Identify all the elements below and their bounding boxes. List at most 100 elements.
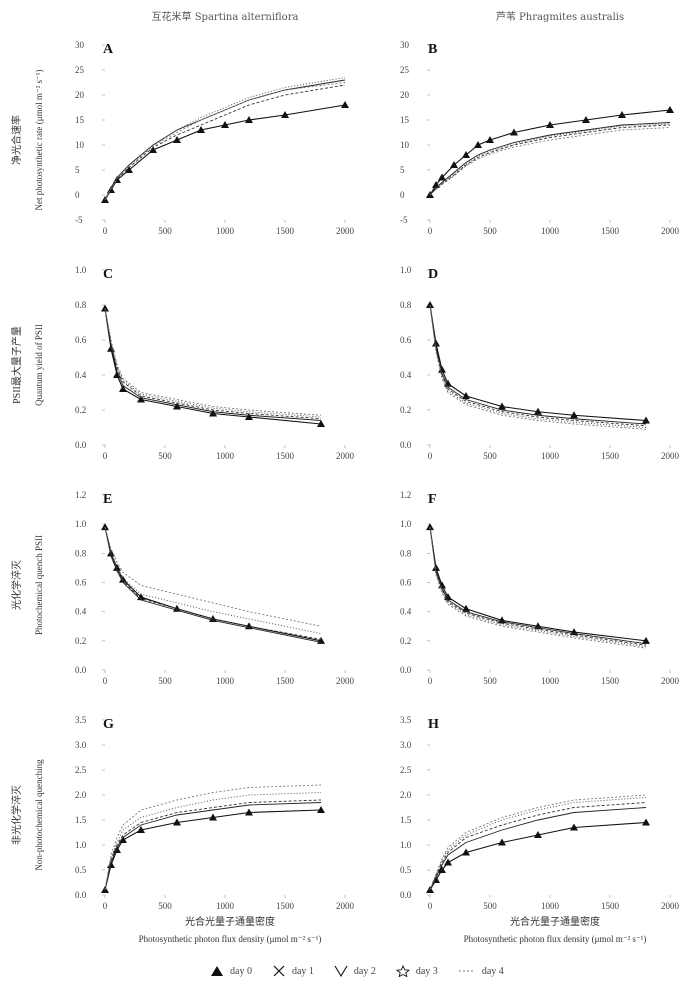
x-tick-label: 1000 xyxy=(216,901,235,911)
star-icon xyxy=(395,965,410,977)
y-tick-label: 0.8 xyxy=(75,548,87,558)
y-tick-label: 0.6 xyxy=(75,578,87,588)
x-tick-label: 500 xyxy=(158,901,172,911)
x-tick-label: 1000 xyxy=(216,676,235,686)
point-day-0 xyxy=(444,858,452,866)
point-day-0 xyxy=(173,136,181,143)
series-day-3 xyxy=(104,308,322,418)
point-day-0 xyxy=(101,523,109,531)
point-day-0 xyxy=(245,808,253,816)
series-day-2 xyxy=(429,802,647,891)
point-day-0 xyxy=(426,523,434,531)
y-tick-label: 25 xyxy=(75,65,85,75)
y-tick-label: 0.2 xyxy=(400,405,411,415)
point-day-0 xyxy=(498,838,506,846)
x-tick-label: 0 xyxy=(103,226,108,236)
panel-a: A -5 0 5 10 15 20 25 30 0 500 1000 1500 2000 xyxy=(75,40,355,236)
series-day-3 xyxy=(104,792,322,891)
point-day-0 xyxy=(570,823,578,831)
point-day-0 xyxy=(125,166,133,173)
y-tick-label: 0.0 xyxy=(75,665,87,675)
series-day-2 xyxy=(104,799,322,891)
y-tick-label: 0.5 xyxy=(75,865,87,875)
point-day-0 xyxy=(462,151,470,158)
point-day-0 xyxy=(438,173,446,181)
point-day-0 xyxy=(486,136,494,143)
x-tick-label: 1500 xyxy=(276,226,295,236)
series-day-4 xyxy=(104,308,322,416)
x-tick-label: 2000 xyxy=(661,676,680,686)
series-day-2 xyxy=(429,124,671,196)
y-tick-label: -5 xyxy=(400,215,408,225)
y-tick-label: 20 xyxy=(75,90,85,100)
panel-letter: B xyxy=(428,42,437,57)
point-day-0 xyxy=(666,106,674,113)
y-tick-label: 3.5 xyxy=(75,715,87,725)
series-day-3 xyxy=(104,526,322,634)
y-tick-label: 0.6 xyxy=(75,335,87,345)
y-tick-label: 0.0 xyxy=(400,440,412,450)
y-tick-label: 1.5 xyxy=(400,815,412,825)
series-day-4 xyxy=(429,527,647,649)
x-tick-label: 1000 xyxy=(216,226,235,236)
series-day-1 xyxy=(104,526,322,643)
y-tick-label: 5 xyxy=(75,165,80,175)
x-tick-label: 1500 xyxy=(601,901,620,911)
point-day-0 xyxy=(462,392,470,399)
series-day-2 xyxy=(104,84,346,201)
y-tick-label: 15 xyxy=(75,115,85,125)
y-tick-label: 1.0 xyxy=(75,519,87,529)
series-day-4 xyxy=(104,526,322,627)
point-day-0 xyxy=(474,141,482,148)
point-day-0 xyxy=(173,818,181,826)
y-tick-label: 1.0 xyxy=(75,840,87,850)
x-label-left-en: Photosynthetic photon flux density (μmol… xyxy=(139,934,322,944)
row-label-4-cn: 非光化学淬灭 xyxy=(10,785,23,845)
legend-label: day 1 xyxy=(291,965,314,977)
point-day-0 xyxy=(642,818,650,826)
panel-letter: G xyxy=(103,717,114,732)
panel-e: E 0.0 0.2 0.4 0.6 0.8 1.0 1.2 0 500 1000 1500 2000 xyxy=(75,490,355,686)
y-tick-label: 0.4 xyxy=(400,607,412,617)
legend-label: day 4 xyxy=(481,965,504,977)
x-mark-icon xyxy=(273,965,285,977)
point-day-0 xyxy=(317,806,325,813)
panel-letter: C xyxy=(103,267,113,282)
y-tick-label: 5 xyxy=(400,165,405,175)
series-day-4 xyxy=(429,794,647,891)
y-tick-label: 0.4 xyxy=(75,607,87,617)
y-tick-label: 0 xyxy=(400,190,405,200)
y-tick-label: 20 xyxy=(400,90,410,100)
x-tick-label: 500 xyxy=(158,451,172,461)
row-label-3-en: Photochemical quench PSII xyxy=(34,535,44,635)
series-day-3 xyxy=(429,527,647,648)
legend-item-day-2: day 2 xyxy=(334,965,376,977)
point-day-0 xyxy=(119,575,127,583)
legend-item-day-4: day 4 xyxy=(458,965,504,977)
x-tick-label: 500 xyxy=(483,226,497,236)
header-left: 互花米草 Spartina alterniflora xyxy=(152,10,299,23)
x-tick-label: 500 xyxy=(483,451,497,461)
x-tick-label: 0 xyxy=(103,901,108,911)
series-day-1 xyxy=(104,308,322,421)
legend-label: day 0 xyxy=(230,965,252,977)
x-label-right-cn: 光合光量子通量密度 xyxy=(510,915,600,928)
point-day-0 xyxy=(209,409,217,417)
y-tick-label: 0 xyxy=(75,190,80,200)
dashed-line-icon xyxy=(458,970,475,972)
point-day-0 xyxy=(570,411,578,419)
triangle-icon xyxy=(211,966,223,976)
point-day-0 xyxy=(426,301,434,308)
panel-letter: H xyxy=(428,717,439,732)
row-label-1-cn: 净光合速率 xyxy=(10,115,23,165)
x-tick-label: 1000 xyxy=(541,451,560,461)
y-tick-label: 3.0 xyxy=(400,740,412,750)
y-tick-label: 1.2 xyxy=(75,490,86,500)
series-day-3 xyxy=(104,77,346,201)
y-tick-label: 0.0 xyxy=(75,890,87,900)
legend-item-day-1: day 1 xyxy=(272,965,314,977)
row-label-4-en: Non-photochemical quenching xyxy=(34,759,44,871)
y-tick-label: 3.0 xyxy=(75,740,87,750)
x-tick-label: 500 xyxy=(158,676,172,686)
series-day-3 xyxy=(429,123,671,196)
